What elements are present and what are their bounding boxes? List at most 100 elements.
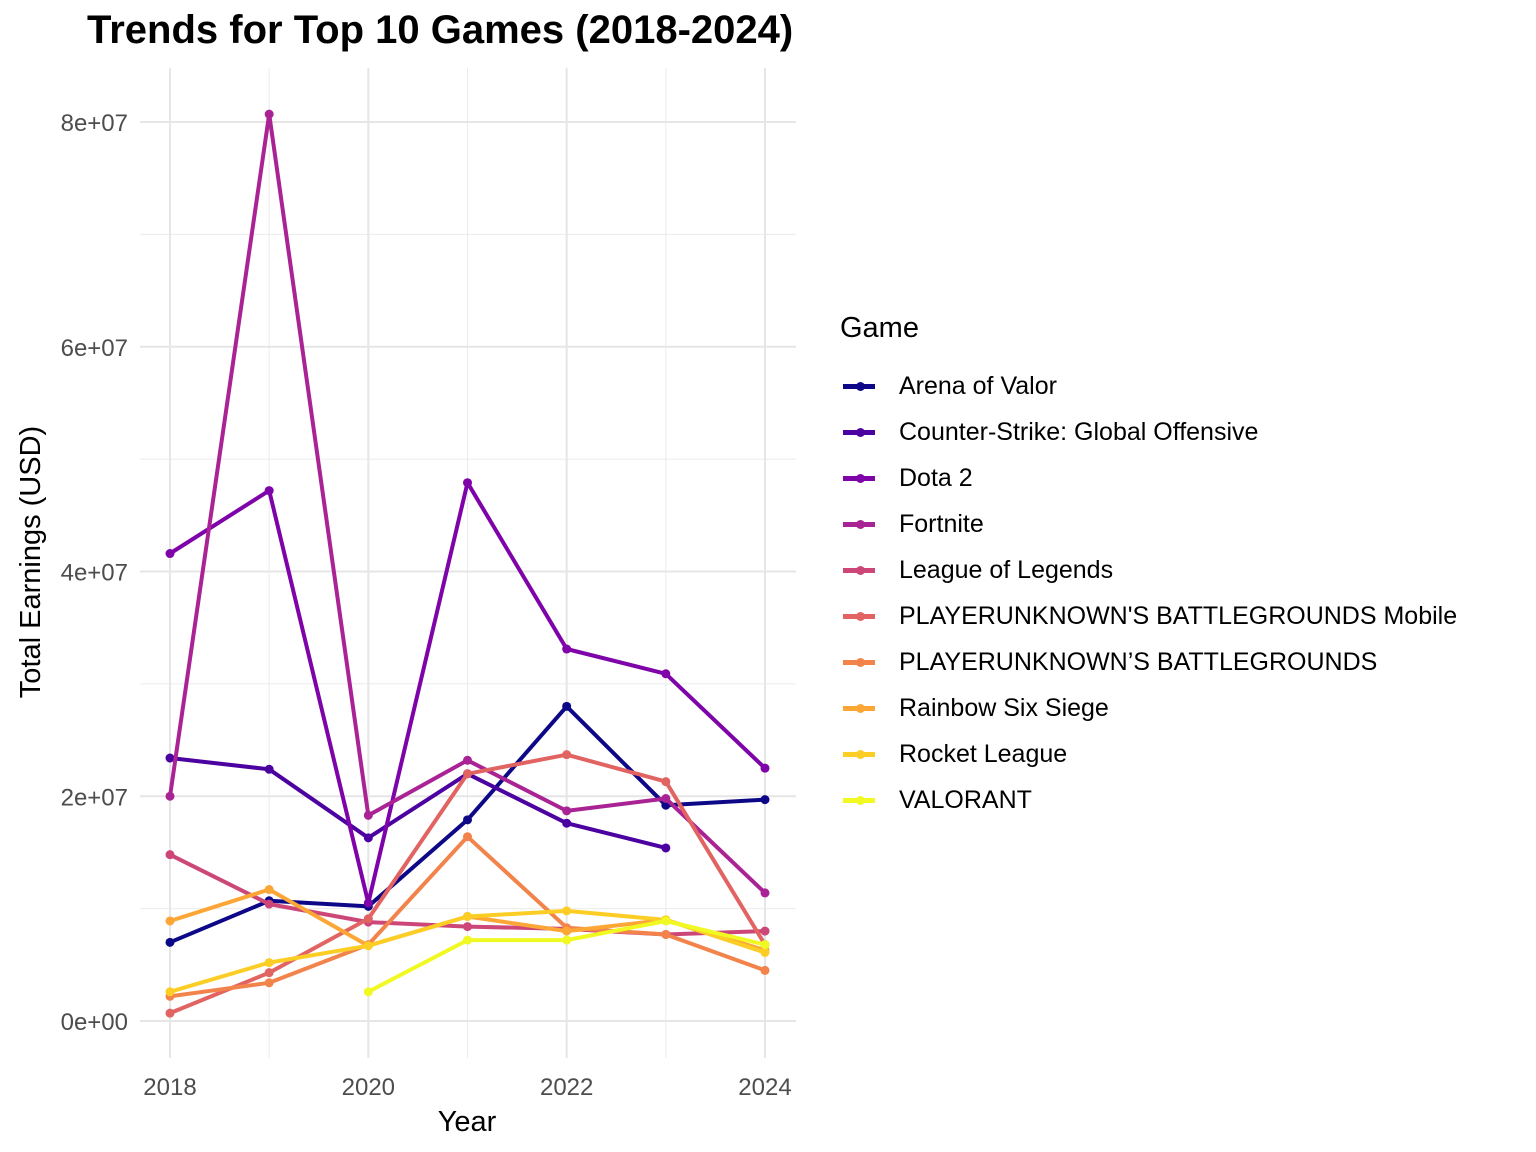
- data-point: [264, 968, 274, 978]
- y-tick-label: 0e+00: [61, 1009, 128, 1036]
- legend-key: [838, 371, 878, 401]
- legend-label: PLAYERUNKNOWN'S BATTLEGROUNDS Mobile: [899, 601, 1458, 630]
- data-point: [661, 843, 671, 853]
- legend-label: League of Legends: [899, 555, 1114, 584]
- y-tick-label: 4e+07: [61, 560, 128, 587]
- chart-title: Trends for Top 10 Games (2018-2024): [87, 8, 794, 52]
- data-point: [463, 815, 472, 825]
- y-axis-title: Total Earnings (USD): [15, 426, 47, 698]
- data-point: [165, 753, 175, 763]
- y-tick-label: 8e+07: [61, 110, 128, 137]
- data-point: [463, 911, 472, 921]
- data-point: [463, 935, 472, 945]
- y-tick-label: 6e+07: [61, 335, 128, 362]
- legend-label: Dota 2: [899, 463, 973, 492]
- data-point: [264, 885, 274, 895]
- x-tick-label: 2024: [738, 1074, 791, 1101]
- legend-items: Arena of Valor Counter-Strike: Global Off…: [838, 363, 1457, 823]
- series-2: [165, 478, 770, 908]
- legend-label: Rocket League: [899, 739, 1068, 768]
- data-point: [165, 916, 175, 926]
- data-point: [264, 109, 274, 119]
- legend-key: [838, 509, 878, 539]
- legend-key: [838, 417, 878, 447]
- data-point: [264, 764, 274, 774]
- data-point: [363, 810, 373, 820]
- legend-item: Arena of Valor: [838, 363, 1457, 409]
- data-point: [562, 644, 572, 654]
- data-point: [760, 926, 770, 936]
- data-point: [165, 1008, 175, 1018]
- data-point: [463, 832, 472, 842]
- data-point: [562, 701, 572, 711]
- data-point: [363, 914, 373, 924]
- legend-item: Rocket League: [838, 731, 1457, 777]
- legend-label: Rainbow Six Siege: [899, 693, 1109, 722]
- legend-key: [838, 693, 878, 723]
- data-point: [661, 929, 671, 939]
- x-tick-label: 2020: [342, 1074, 395, 1101]
- data-point: [165, 850, 175, 860]
- data-point: [661, 793, 671, 803]
- legend-key: [838, 601, 878, 631]
- y-tick-label: 2e+07: [61, 784, 128, 811]
- legend-label: Counter-Strike: Global Offensive: [899, 417, 1259, 446]
- data-point: [165, 987, 175, 997]
- legend-label: Fortnite: [899, 509, 984, 538]
- legend-item: Fortnite: [838, 501, 1457, 547]
- data-point: [562, 935, 572, 945]
- data-point: [760, 795, 770, 805]
- data-point: [562, 750, 572, 760]
- series-line: [169, 756, 667, 850]
- x-tick-label: 2022: [540, 1074, 593, 1101]
- legend-item: League of Legends: [838, 547, 1457, 593]
- series-1: [165, 753, 671, 853]
- data-point: [562, 926, 572, 936]
- series-3: [165, 109, 770, 898]
- data-point: [463, 922, 472, 932]
- legend-key: [838, 463, 878, 493]
- series-9: [363, 916, 770, 997]
- legend-label: Arena of Valor: [899, 371, 1057, 400]
- data-point: [661, 777, 671, 787]
- data-point: [760, 947, 770, 957]
- data-point: [363, 833, 373, 843]
- data-point: [264, 958, 274, 968]
- series-layer: [165, 109, 770, 1018]
- legend-key: [838, 739, 878, 769]
- legend-item: Rainbow Six Siege: [838, 685, 1457, 731]
- data-point: [661, 669, 671, 679]
- data-point: [363, 987, 373, 997]
- tick-labels: 0e+00 2e+07 4e+07 6e+07 8e+07 2018 2020 2022 202…: [61, 110, 792, 1101]
- data-point: [463, 769, 472, 779]
- data-point: [760, 888, 770, 898]
- legend-item: PLAYERUNKNOWN'S BATTLEGROUNDS Mobile: [838, 593, 1457, 639]
- data-point: [165, 791, 175, 801]
- legend-key: [838, 785, 878, 815]
- data-point: [264, 899, 274, 909]
- x-tick-label: 2018: [143, 1074, 196, 1101]
- legend-item: Counter-Strike: Global Offensive: [838, 409, 1457, 455]
- legend-key: [838, 555, 878, 585]
- data-point: [463, 755, 472, 765]
- data-point: [760, 940, 770, 950]
- legend-item: VALORANT: [838, 777, 1457, 823]
- data-point: [463, 478, 472, 488]
- legend-key: [838, 647, 878, 677]
- legend-item: Dota 2: [838, 455, 1457, 501]
- data-point: [264, 486, 274, 496]
- x-axis-title: Year: [438, 1106, 497, 1138]
- data-point: [562, 818, 572, 828]
- data-point: [661, 916, 671, 926]
- data-point: [760, 965, 770, 975]
- data-point: [165, 937, 175, 947]
- legend-item: PLAYERUNKNOWN’S BATTLEGROUNDS: [838, 639, 1457, 685]
- legend-label: PLAYERUNKNOWN’S BATTLEGROUNDS: [899, 647, 1378, 676]
- grid: [140, 68, 796, 1058]
- legend-label: VALORANT: [899, 785, 1032, 814]
- data-point: [264, 978, 274, 988]
- data-point: [363, 941, 373, 951]
- data-point: [363, 898, 373, 908]
- legend-title: Game: [840, 312, 919, 344]
